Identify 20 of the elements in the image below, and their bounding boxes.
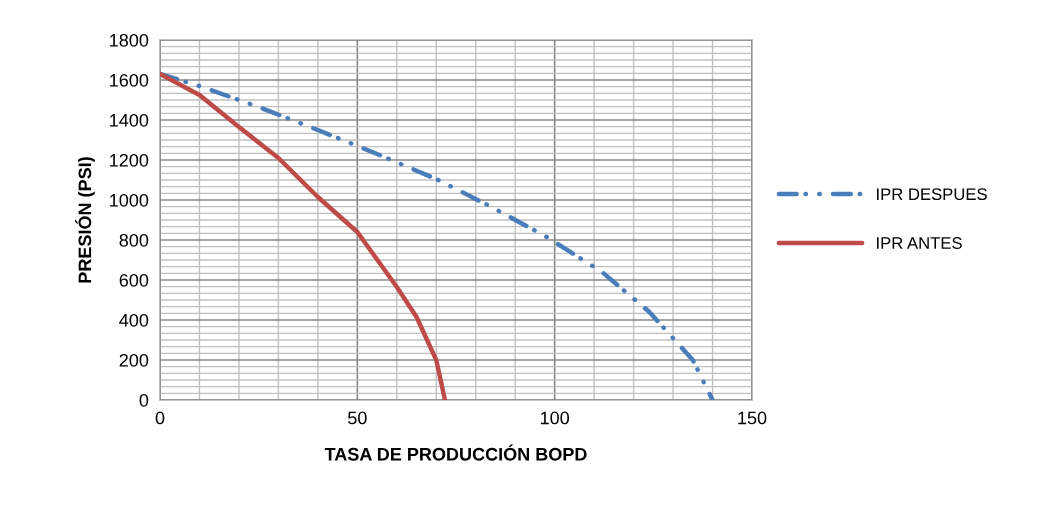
y-tick-label: 1600 [110,73,149,87]
y-tick-label: 1200 [110,153,149,167]
x-tick-label: 100 [540,411,570,425]
y-tick-label: 800 [119,233,149,247]
y-tick-label: 1400 [110,113,149,127]
x-tick-label: 0 [155,411,165,425]
line-series [160,71,715,400]
x-tick-label: 150 [738,411,767,425]
legend-label: IPR ANTES [877,237,962,249]
x-tick-label: 50 [348,411,367,425]
y-axis-title: PRESIÓN (PSI) [75,157,95,283]
y-tick-label: 1800 [110,33,149,47]
legend-label: IPR DESPUES [877,188,987,201]
y-tick-label: 600 [119,273,149,287]
y-tick-label: 1000 [110,193,149,207]
line-series [160,71,448,400]
x-axis-title: TASA DE PRODUCCIÓN BOPD [324,444,587,461]
y-tick-label: 0 [139,393,149,407]
y-tick-label: 400 [119,313,149,327]
y-tick-label: 200 [119,353,149,367]
